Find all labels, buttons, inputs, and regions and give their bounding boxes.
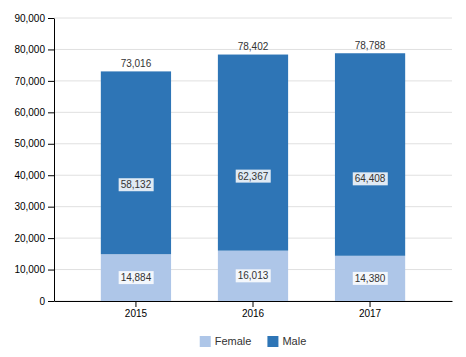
data-label-background [119,178,154,191]
legend-item: Female [200,335,252,347]
tick: 2017 [359,301,382,319]
chart: 0 10,000 20,000 30,000 40,000 50,000 60,000 70,… [0,0,466,357]
data-label: 14,884 [121,272,152,283]
tick-label: 30,000 [14,201,45,212]
data-label-group: 64,408 [353,172,388,185]
data-label-group: 14,380 [353,272,388,285]
tick-label: 2016 [242,308,265,319]
tick-label: 2017 [359,308,382,319]
legend-label: Female [215,335,252,347]
bar [218,55,288,251]
bar [335,53,405,256]
tick-mark [253,301,254,307]
tick: 20,000 [14,233,54,244]
tick-label: 10,000 [14,264,45,275]
total-label: 78,402 [238,41,269,52]
tick: 40,000 [14,170,54,181]
data-label-group: 14,884 [119,271,154,284]
tick: 2016 [242,301,265,319]
legend: Female Male [200,335,307,347]
data-label: 64,408 [355,173,386,184]
plot-area [101,53,405,301]
data-label-group: 62,367 [236,170,271,183]
tick-label: 60,000 [14,107,45,118]
tick-label: 70,000 [14,76,45,87]
tick: 50,000 [14,138,54,149]
tick-mark [48,175,54,176]
bar [218,251,288,301]
tick-mark [135,301,136,307]
legend-swatch [267,336,278,347]
tick: 30,000 [14,201,54,212]
tick: 60,000 [14,107,54,118]
axis-line [54,19,55,302]
bar [101,254,171,301]
legend-label: Male [282,335,306,347]
tick-mark [48,49,54,50]
tick-mark [48,207,54,208]
tick-mark [48,112,54,113]
data-label-background [353,272,388,285]
tick-label: 90,000 [14,13,45,24]
bar-series [101,53,405,256]
tick-mark [48,270,54,271]
tick: 10,000 [14,264,54,275]
data-label: 14,380 [355,273,386,284]
bar-series [101,251,405,301]
data-label-background [119,271,154,284]
bar [101,71,171,254]
data-label-background [353,172,388,185]
tick-mark [48,301,54,302]
chart-container: 0 10,000 20,000 30,000 40,000 50,000 60,000 70,… [0,0,466,357]
data-label: 16,013 [238,270,269,281]
tick-mark [48,144,54,145]
tick: 90,000 [14,13,54,24]
grid [54,18,452,301]
tick-label: 20,000 [14,233,45,244]
grid-line [54,18,452,19]
tick: 0 [39,296,54,307]
data-label-background [236,170,271,183]
tick: 2015 [125,301,148,319]
tick: 70,000 [14,76,54,87]
x-axis: 2015 2016 2017 [55,301,453,319]
data-label: 62,367 [238,171,269,182]
tick-mark [48,18,54,19]
tick-mark [48,81,54,82]
data-label-group: 58,132 [119,178,154,191]
data-label-background [236,269,271,282]
tick-label: 50,000 [14,138,45,149]
tick-label: 80,000 [14,44,45,55]
tick-label: 40,000 [14,170,45,181]
legend-swatch [200,336,211,347]
tick-label: 0 [39,296,45,307]
total-label: 73,016 [121,58,152,69]
y-axis: 0 10,000 20,000 30,000 40,000 50,000 60,000 70,… [14,13,54,307]
tick-label: 2015 [125,308,148,319]
data-label-group: 16,013 [236,269,271,282]
tick-mark [370,301,371,307]
total-label: 78,788 [355,40,386,51]
legend-item: Male [267,335,306,347]
data-label: 58,132 [121,179,152,190]
tick-mark [48,238,54,239]
tick: 80,000 [14,44,54,55]
bar [335,256,405,301]
data-labels: 14,884 16,013 14,380 58,132 62,367 64,408 73,0… [119,40,388,285]
